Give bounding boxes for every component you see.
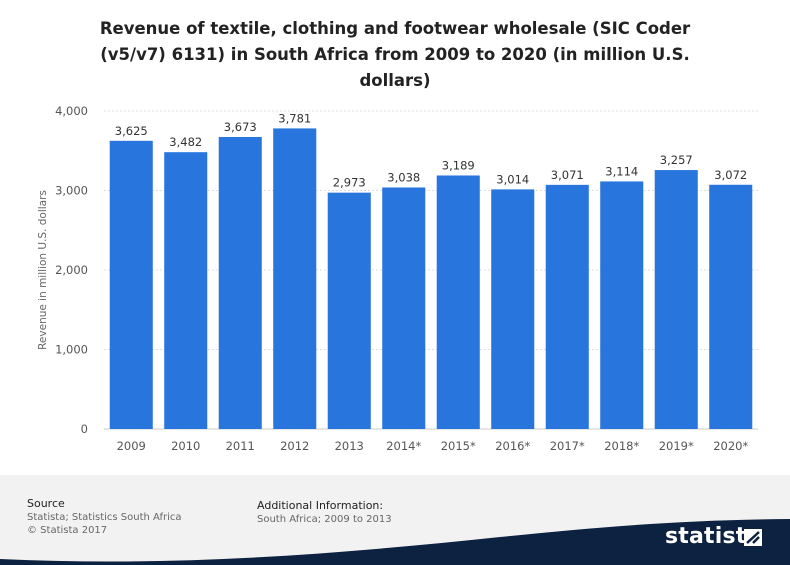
- x-tick-label: 2013: [335, 439, 364, 453]
- value-label: 3,482: [169, 135, 202, 149]
- y-tick-label: 2,000: [55, 263, 88, 277]
- x-tick-label: 2011: [226, 439, 255, 453]
- x-tick-label: 2014*: [386, 439, 421, 453]
- statista-logo-icon: [744, 529, 762, 546]
- x-tick-label: 2009: [117, 439, 146, 453]
- value-label: 3,114: [605, 164, 638, 178]
- value-label: 3,071: [551, 168, 584, 182]
- value-label: 3,014: [496, 172, 529, 186]
- y-axis-ticks: 0 1,000 2,000 3,000 4,000: [55, 104, 88, 436]
- additional-info-text: South Africa; 2009 to 2013: [257, 514, 392, 525]
- y-tick-label: 4,000: [55, 104, 88, 118]
- bar[interactable]: [436, 175, 480, 429]
- bar[interactable]: [654, 170, 698, 430]
- gridlines: [104, 110, 758, 430]
- chart-title: Revenue of textile, clothing and footwea…: [60, 16, 730, 94]
- value-label: 3,072: [714, 168, 747, 182]
- bar[interactable]: [109, 140, 153, 429]
- y-tick-label: 3,000: [55, 184, 88, 198]
- value-label: 3,189: [442, 158, 475, 172]
- x-tick-label: 2020*: [713, 439, 748, 453]
- chart-title-line-3: dollars): [359, 71, 431, 90]
- x-tick-label: 2016*: [495, 439, 530, 453]
- bar[interactable]: [382, 187, 426, 429]
- value-label: 3,038: [387, 170, 420, 184]
- bar[interactable]: [545, 184, 589, 429]
- x-tick-label: 2019*: [659, 439, 694, 453]
- bars: [109, 128, 753, 430]
- source-line: Statista; Statistics South Africa: [27, 512, 182, 523]
- bar[interactable]: [600, 181, 644, 429]
- value-label: 2,973: [333, 176, 366, 190]
- bar[interactable]: [218, 136, 262, 429]
- additional-info-title: Additional Information:: [257, 499, 384, 512]
- bar[interactable]: [327, 192, 371, 429]
- bar[interactable]: [164, 152, 208, 429]
- copyright-line: © Statista 2017: [27, 525, 108, 536]
- chart-title-line-2: (v5/v7) 6131) in South Africa from 2009 …: [100, 45, 690, 64]
- y-tick-label: 0: [81, 422, 88, 436]
- bar[interactable]: [709, 184, 753, 429]
- value-labels: 3,625 3,482 3,673 3,781 2,973 3,038 3,189 3,014…: [115, 111, 747, 189]
- footer: [0, 475, 790, 565]
- x-tick-label: 2017*: [550, 439, 585, 453]
- value-label: 3,257: [660, 153, 693, 167]
- x-tick-label: 2010: [171, 439, 200, 453]
- bar[interactable]: [491, 189, 535, 429]
- source-title: Source: [27, 497, 65, 510]
- x-tick-label: 2018*: [604, 439, 639, 453]
- chart-title-line-1: Revenue of textile, clothing and footwea…: [99, 19, 691, 38]
- bar-chart: 0 1,000 2,000 3,000 4,000 3,625 3,482 3,673 3,7…: [37, 104, 758, 453]
- footer-wave: [0, 519, 790, 565]
- y-axis-label: Revenue in million U.S. dollars: [37, 190, 49, 350]
- bar[interactable]: [273, 128, 317, 429]
- x-tick-label: 2015*: [441, 439, 476, 453]
- y-tick-label: 1,000: [55, 343, 88, 357]
- value-label: 3,673: [224, 120, 257, 134]
- source-text: Statista; Statistics South Africa © Stat…: [27, 511, 182, 537]
- value-label: 3,781: [278, 111, 311, 125]
- x-axis-ticks: 2009 2010 2011 2012 2013 2014* 2015* 2016* 2017*…: [117, 439, 749, 453]
- value-label: 3,625: [115, 124, 148, 138]
- x-tick-label: 2012: [280, 439, 309, 453]
